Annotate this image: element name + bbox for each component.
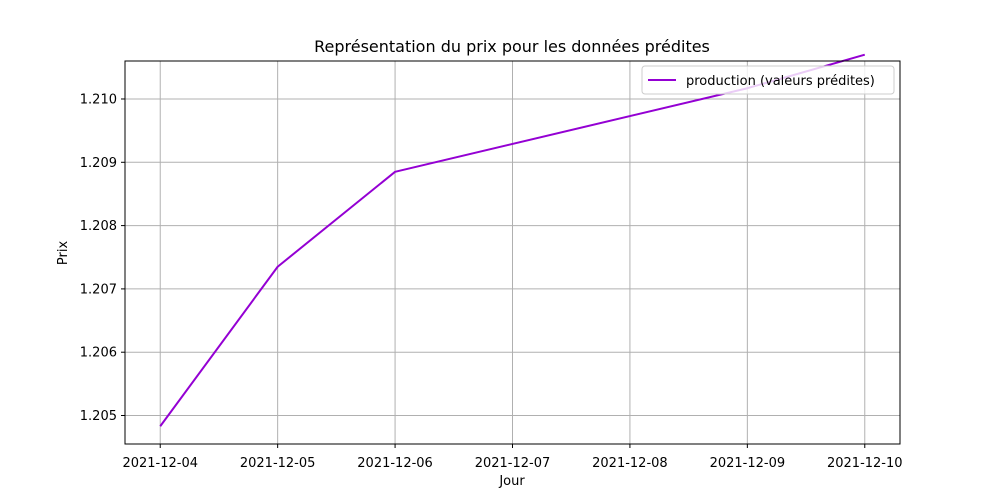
grid <box>125 61 900 444</box>
legend-label: production (valeurs prédites) <box>686 74 875 89</box>
x-axis-label: Jour <box>498 474 525 489</box>
y-tick-label: 1.209 <box>80 156 117 171</box>
legend-box <box>641 65 895 95</box>
x-tick-label: 2021-12-04 <box>122 456 198 471</box>
x-tick-label: 2021-12-10 <box>827 456 903 471</box>
x-tick-label: 2021-12-08 <box>592 456 668 471</box>
x-axis: 2021-12-04 2021-12-05 2021-12-06 2021-12-07… <box>122 444 903 471</box>
x-tick-label: 2021-12-05 <box>240 456 316 471</box>
y-tick-label: 1.206 <box>80 346 117 361</box>
chart-title: Représentation du prix pour les données … <box>314 37 710 56</box>
x-tick-label: 2021-12-06 <box>357 456 433 471</box>
y-tick-label: 1.208 <box>80 219 117 234</box>
y-axis: 1.205 1.206 1.207 1.208 1.209 1.210 <box>80 92 125 424</box>
y-tick-label: 1.210 <box>80 92 117 107</box>
y-tick-label: 1.207 <box>80 282 117 297</box>
y-tick-label: 1.205 <box>80 409 117 424</box>
x-tick-label: 2021-12-07 <box>475 456 551 471</box>
legend: production (valeurs prédites) <box>641 65 895 95</box>
y-axis-label: Prix <box>56 241 71 266</box>
x-tick-label: 2021-12-09 <box>710 456 786 471</box>
